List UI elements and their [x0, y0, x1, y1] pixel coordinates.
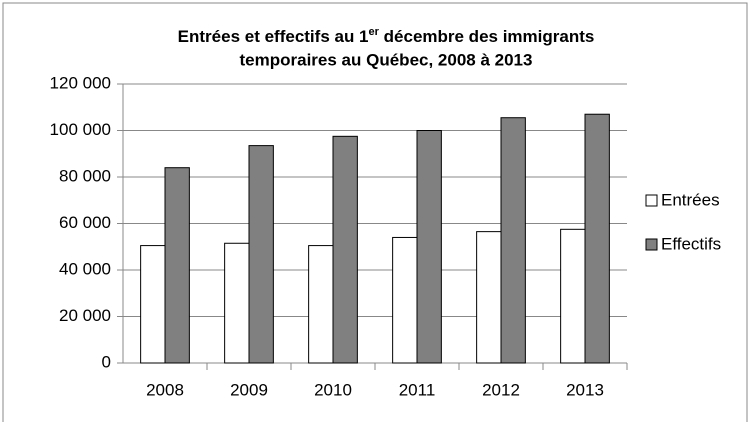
bar [332, 135, 358, 364]
legend-label: Effectifs [661, 234, 721, 253]
bar [560, 228, 586, 364]
bar [164, 167, 190, 364]
legend-swatch [645, 238, 658, 251]
title-part: décembre des immigrants [379, 27, 594, 46]
bar [500, 117, 526, 364]
bar [248, 145, 274, 364]
title-part: Entrées et effectifs au 1 [178, 27, 369, 46]
y-tick-label: 60 000 [59, 213, 111, 232]
x-tick-label: 2012 [482, 380, 520, 399]
x-tick-label: 2011 [399, 380, 436, 399]
bar [584, 113, 610, 364]
bar [140, 245, 166, 364]
bar [224, 242, 250, 364]
x-tick-label: 2010 [314, 380, 352, 399]
bar [416, 130, 442, 364]
bar [476, 231, 502, 364]
x-tick-label: 2008 [146, 380, 184, 399]
chart-title: temporaires au Québec, 2008 à 2013 [240, 50, 533, 69]
y-tick-label: 0 [102, 352, 111, 371]
legend-label: Entrées [661, 190, 720, 209]
title-superscript: er [369, 26, 380, 38]
y-tick-label: 20 000 [59, 306, 111, 325]
x-tick-label: 2009 [230, 380, 268, 399]
bar [308, 245, 334, 364]
y-tick-label: 100 000 [50, 120, 111, 139]
chart-title: Entrées et effectifs au 1er décembre des… [178, 26, 595, 47]
y-tick-label: 80 000 [59, 166, 111, 185]
y-tick-label: 120 000 [50, 73, 111, 92]
x-tick-label: 2013 [566, 380, 604, 399]
bar [392, 236, 418, 364]
y-tick-label: 40 000 [59, 259, 111, 278]
legend-swatch [645, 194, 658, 207]
